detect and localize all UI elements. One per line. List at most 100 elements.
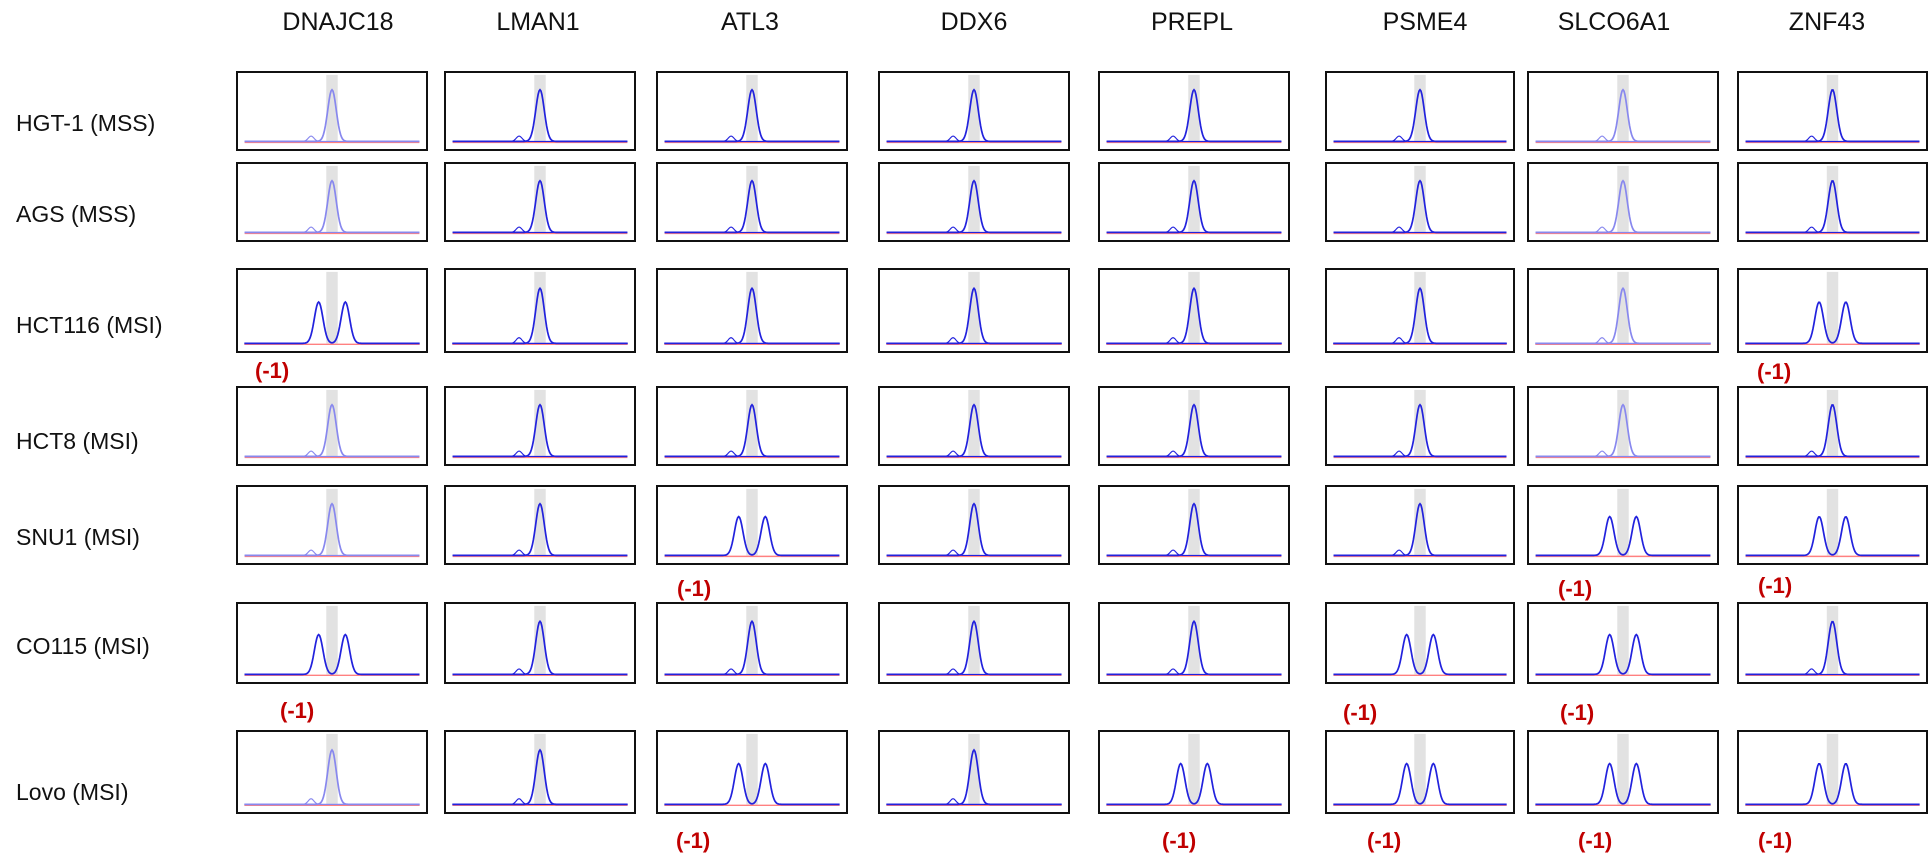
signal-trace bbox=[1106, 762, 1282, 806]
highlight-band bbox=[1414, 165, 1426, 233]
shift-label: (-1) bbox=[1558, 576, 1593, 601]
trace-plot bbox=[886, 74, 1062, 144]
electropherogram-panel bbox=[656, 730, 848, 814]
highlight-band bbox=[968, 165, 980, 233]
trace-plot bbox=[1535, 74, 1711, 144]
minor-peak bbox=[886, 226, 1062, 233]
column-header-psme4: PSME4 bbox=[1382, 8, 1468, 36]
row-label-2: HCT116 (MSI) bbox=[16, 312, 163, 338]
minor-peak bbox=[1106, 668, 1282, 675]
highlight-band bbox=[1617, 389, 1629, 457]
electropherogram-panel bbox=[878, 602, 1070, 684]
column-header-znf43: ZNF43 bbox=[1788, 8, 1866, 36]
highlight-band bbox=[534, 271, 546, 344]
electropherogram-panel bbox=[1098, 268, 1290, 353]
minor-peak bbox=[1333, 337, 1507, 344]
highlight-band bbox=[968, 389, 980, 457]
column-header-slco6a1: SLCO6A1 bbox=[1557, 8, 1671, 36]
highlight-band bbox=[968, 733, 980, 805]
minor-peak bbox=[1745, 226, 1920, 233]
signal-trace bbox=[244, 633, 420, 676]
highlight-band bbox=[534, 165, 546, 233]
electropherogram-panel bbox=[236, 268, 428, 353]
trace-plot bbox=[1535, 389, 1711, 459]
trace-plot bbox=[1333, 605, 1507, 677]
electropherogram-panel bbox=[1737, 730, 1928, 814]
highlight-band bbox=[746, 165, 758, 233]
shift-label: (-1) bbox=[677, 576, 712, 601]
minor-peak bbox=[1745, 668, 1920, 675]
highlight-band bbox=[746, 389, 758, 457]
electropherogram-panel bbox=[1325, 602, 1515, 684]
electropherogram-panel bbox=[1325, 71, 1515, 151]
minor-peak bbox=[452, 549, 628, 556]
electropherogram-panel bbox=[444, 602, 636, 684]
signal-trace bbox=[1333, 762, 1507, 806]
electropherogram-panel bbox=[236, 602, 428, 684]
minor-peak bbox=[1333, 450, 1507, 457]
trace-plot bbox=[1106, 165, 1282, 235]
electropherogram-panel bbox=[1325, 386, 1515, 466]
minor-peak bbox=[244, 450, 420, 457]
electropherogram-panel bbox=[1737, 268, 1928, 353]
electropherogram-panel bbox=[236, 485, 428, 565]
electropherogram-panel bbox=[1737, 485, 1928, 565]
minor-peak bbox=[1333, 135, 1507, 142]
minor-peak bbox=[452, 226, 628, 233]
highlight-band bbox=[1414, 733, 1426, 805]
shift-label: (-1) bbox=[676, 828, 711, 853]
signal-trace bbox=[1333, 633, 1507, 676]
electropherogram-panel bbox=[1527, 485, 1719, 565]
highlight-band bbox=[326, 733, 338, 805]
highlight-band bbox=[968, 74, 980, 142]
electropherogram-panel bbox=[444, 162, 636, 242]
highlight-band bbox=[968, 605, 980, 675]
trace-plot bbox=[1333, 165, 1507, 235]
trace-plot bbox=[1745, 733, 1920, 807]
electropherogram-panel bbox=[444, 485, 636, 565]
electropherogram-panel bbox=[1325, 485, 1515, 565]
highlight-band bbox=[1188, 271, 1200, 344]
signal-trace bbox=[664, 762, 840, 806]
highlight-band bbox=[1188, 389, 1200, 457]
electropherogram-panel bbox=[1737, 386, 1928, 466]
trace-plot bbox=[664, 605, 840, 677]
trace-plot bbox=[664, 733, 840, 807]
minor-peak bbox=[1333, 549, 1507, 556]
electropherogram-panel bbox=[444, 386, 636, 466]
minor-peak bbox=[452, 337, 628, 344]
minor-peak bbox=[886, 450, 1062, 457]
highlight-band bbox=[326, 74, 338, 142]
highlight-band bbox=[534, 488, 546, 556]
highlight-band bbox=[1617, 165, 1629, 233]
minor-peak bbox=[886, 798, 1062, 805]
electropherogram-panel bbox=[1527, 386, 1719, 466]
minor-peak bbox=[1535, 226, 1711, 233]
electropherogram-panel bbox=[444, 71, 636, 151]
row-label-0: HGT-1 (MSS) bbox=[16, 110, 156, 136]
trace-plot bbox=[664, 389, 840, 459]
electropherogram-panel bbox=[656, 162, 848, 242]
minor-peak bbox=[244, 798, 420, 805]
trace-plot bbox=[244, 74, 420, 144]
signal-trace bbox=[1535, 762, 1711, 806]
highlight-band bbox=[968, 271, 980, 344]
trace-plot bbox=[244, 389, 420, 459]
trace-plot bbox=[664, 488, 840, 558]
electropherogram-panel bbox=[1098, 730, 1290, 814]
electropherogram-panel bbox=[1527, 268, 1719, 353]
electropherogram-panel bbox=[878, 71, 1070, 151]
electropherogram-panel bbox=[878, 386, 1070, 466]
highlight-band bbox=[1414, 488, 1426, 556]
trace-plot bbox=[1745, 165, 1920, 235]
trace-plot bbox=[244, 733, 420, 807]
minor-peak bbox=[886, 668, 1062, 675]
shift-label: (-1) bbox=[1367, 828, 1402, 853]
trace-plot bbox=[1333, 733, 1507, 807]
column-header-prepl: PREPL bbox=[1151, 8, 1233, 36]
electropherogram-panel bbox=[656, 386, 848, 466]
highlight-band bbox=[1188, 733, 1200, 805]
trace-plot bbox=[886, 271, 1062, 346]
electropherogram-panel bbox=[1325, 730, 1515, 814]
row-label-1: AGS (MSS) bbox=[16, 201, 137, 227]
